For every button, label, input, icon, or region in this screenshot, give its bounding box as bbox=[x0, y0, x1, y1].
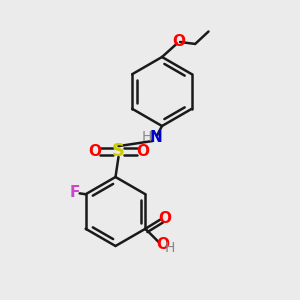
Text: O: O bbox=[136, 144, 149, 159]
Text: O: O bbox=[158, 211, 171, 226]
Text: N: N bbox=[149, 130, 162, 145]
Text: O: O bbox=[172, 34, 185, 49]
Text: O: O bbox=[156, 237, 169, 252]
Text: O: O bbox=[88, 144, 101, 159]
Text: H: H bbox=[142, 130, 152, 144]
Text: S: S bbox=[112, 142, 125, 160]
Text: H: H bbox=[164, 241, 175, 255]
Text: F: F bbox=[70, 185, 80, 200]
